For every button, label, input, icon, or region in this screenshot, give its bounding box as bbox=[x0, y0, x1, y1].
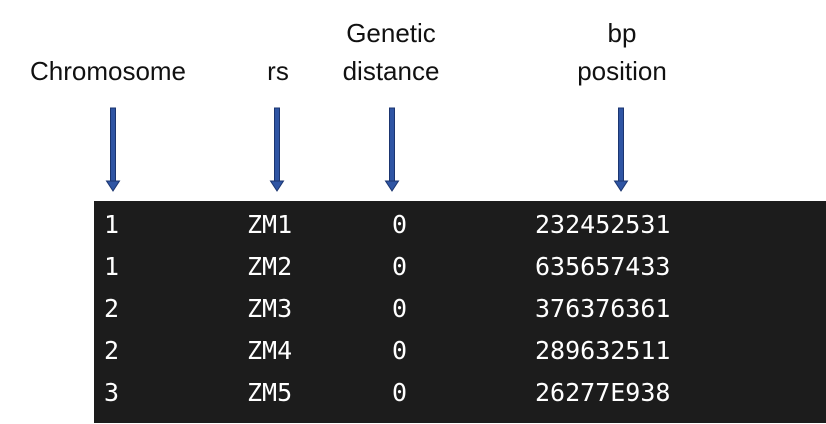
rs-value: ZM5 bbox=[247, 378, 293, 407]
chromosome-value: 1 bbox=[104, 252, 120, 281]
header-bp-position: bp position bbox=[577, 18, 667, 86]
chromosome-value: 1 bbox=[104, 210, 120, 239]
arrow-down-icon bbox=[269, 107, 285, 193]
rs-value: ZM2 bbox=[247, 252, 293, 281]
table-row: 3 ZM5 0 26277E938 bbox=[94, 372, 826, 414]
bp-value: 26277E938 bbox=[535, 378, 671, 407]
table-row: 1 ZM1 0 232452531 bbox=[94, 204, 826, 246]
arrow-down-icon bbox=[613, 107, 629, 193]
rs-value: ZM3 bbox=[247, 294, 293, 323]
chromosome-value: 3 bbox=[104, 378, 120, 407]
distance-value: 0 bbox=[392, 378, 408, 407]
arrow-down-icon bbox=[105, 107, 121, 193]
bp-value: 232452531 bbox=[535, 210, 671, 239]
rs-value: ZM1 bbox=[247, 210, 293, 239]
distance-value: 0 bbox=[392, 210, 408, 239]
bp-value: 289632511 bbox=[535, 336, 671, 365]
distance-value: 0 bbox=[392, 294, 408, 323]
header-rs: rs bbox=[267, 56, 289, 86]
header-genetic-distance: Genetic distance bbox=[342, 18, 440, 86]
distance-value: 0 bbox=[392, 336, 408, 365]
table-row: 2 ZM4 0 289632511 bbox=[94, 330, 826, 372]
data-terminal: 1 ZM1 0 232452531 1 ZM2 0 635657433 2 ZM… bbox=[94, 201, 826, 423]
table-row: 2 ZM3 0 376376361 bbox=[94, 288, 826, 330]
header-chromosome: Chromosome bbox=[29, 56, 187, 86]
bp-value: 376376361 bbox=[535, 294, 671, 323]
rs-value: ZM4 bbox=[247, 336, 293, 365]
bp-value: 635657433 bbox=[535, 252, 671, 281]
chromosome-value: 2 bbox=[104, 294, 120, 323]
arrow-down-icon bbox=[384, 107, 400, 193]
table-row: 1 ZM2 0 635657433 bbox=[94, 246, 826, 288]
distance-value: 0 bbox=[392, 252, 408, 281]
chromosome-value: 2 bbox=[104, 336, 120, 365]
